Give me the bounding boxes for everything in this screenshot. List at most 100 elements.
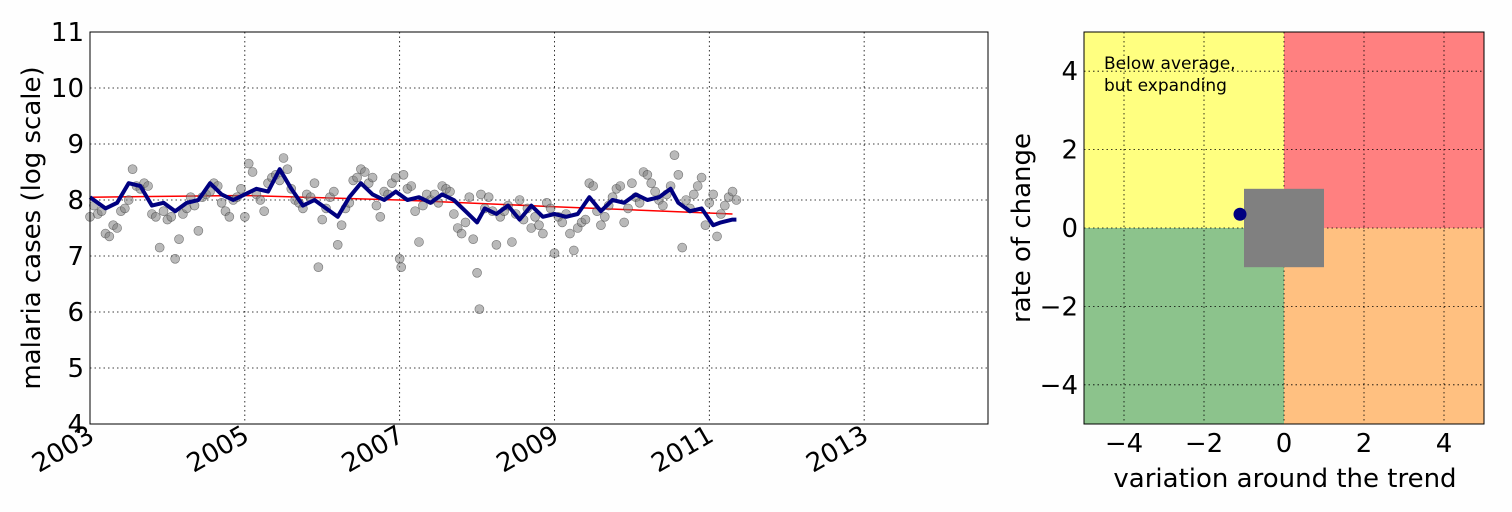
data-point	[474, 304, 485, 315]
data-point	[557, 217, 568, 228]
data-point	[530, 212, 540, 222]
x-tick-label: 4	[1436, 429, 1453, 459]
center-box-rect	[1244, 188, 1324, 268]
data-point	[406, 181, 417, 191]
data-point	[456, 228, 467, 239]
data-point	[716, 209, 726, 219]
data-point	[336, 220, 347, 230]
data-point	[216, 198, 227, 208]
y-tick-label: 6	[67, 298, 84, 328]
data-point	[673, 170, 684, 180]
y-tick-label: 4	[1061, 57, 1078, 87]
y-tick-label: 7	[67, 242, 84, 272]
center-box	[1244, 188, 1324, 268]
x-tick-label: 2013	[801, 420, 873, 479]
x-tick-label: 0	[1276, 429, 1293, 459]
data-point	[127, 164, 138, 174]
data-point	[112, 223, 122, 233]
data-point	[491, 240, 502, 250]
y-tick-label: 10	[51, 74, 84, 104]
x-tick-labels: −4 −2 0 2 4	[1105, 429, 1452, 459]
y-tick-label: 8	[67, 186, 84, 216]
x-tick-label: 2005	[182, 420, 254, 479]
data-point	[658, 200, 668, 211]
data-point	[259, 206, 269, 216]
data-point	[545, 203, 556, 214]
data-point	[712, 231, 722, 242]
x-tick-label: 2003	[27, 420, 99, 479]
data-point	[580, 214, 591, 225]
data-point	[240, 212, 250, 222]
data-point	[282, 164, 293, 174]
data-point	[623, 203, 633, 214]
data-points	[85, 150, 742, 315]
data-point	[669, 150, 680, 160]
data-point	[255, 195, 266, 205]
data-point	[410, 206, 420, 216]
data-point	[367, 172, 378, 183]
data-point	[549, 248, 560, 258]
data-point	[174, 234, 184, 244]
grid	[1084, 32, 1484, 424]
data-point	[278, 153, 289, 163]
data-point	[414, 237, 424, 247]
y-tick-label: −2	[1040, 292, 1078, 322]
data-point	[588, 181, 598, 191]
data-point	[360, 167, 370, 177]
data-point	[696, 172, 707, 183]
data-point	[317, 214, 328, 225]
data-point	[700, 220, 711, 230]
data-point	[332, 240, 343, 250]
y-tick-label: 0	[1061, 214, 1078, 244]
data-point	[483, 192, 494, 202]
data-point	[534, 220, 544, 230]
data-point	[565, 228, 575, 239]
data-point	[689, 189, 699, 200]
y-tick-label: −4	[1040, 371, 1078, 401]
data-point	[371, 200, 382, 211]
x-tick-label: 2011	[647, 420, 719, 479]
quadrant-chart: Below average, but expanding 420−2−4 −4−…	[1007, 31, 1485, 494]
data-point	[243, 158, 254, 169]
data-point	[166, 212, 177, 222]
data-point	[704, 198, 715, 208]
x-tick-label: −2	[1185, 429, 1223, 459]
annotation-line-2: but expanding	[1104, 76, 1227, 96]
data-point	[677, 242, 688, 253]
data-point	[681, 195, 691, 205]
x-tick-label: 2009	[492, 420, 564, 479]
data-point	[193, 226, 204, 236]
quadrants	[1084, 32, 1484, 424]
data-point	[468, 234, 478, 244]
data-point	[507, 237, 517, 247]
current-point	[1233, 207, 1247, 221]
data-point	[170, 253, 180, 264]
data-point	[375, 212, 386, 222]
data-point	[309, 178, 320, 188]
data-point	[313, 262, 324, 273]
data-point	[352, 172, 362, 183]
data-point	[236, 184, 246, 194]
data-point	[224, 212, 235, 222]
data-point	[120, 203, 130, 214]
data-point	[158, 206, 169, 216]
x-tick-labels: 2003 2005 2007 2009 2011 2013	[27, 420, 873, 479]
data-point	[123, 195, 134, 205]
data-point	[731, 195, 742, 205]
data-point	[514, 195, 525, 205]
data-point	[650, 186, 660, 197]
data-point	[460, 217, 471, 228]
y-tick-labels: 4 2 0 −2 −4	[1040, 57, 1078, 401]
data-point	[719, 200, 730, 211]
data-point	[569, 245, 579, 256]
y-axis-label: rate of change	[1007, 133, 1037, 323]
smoothed-series-line	[88, 167, 737, 228]
current-point-marker	[1233, 207, 1247, 221]
data-point	[104, 231, 115, 242]
data-point	[596, 220, 606, 230]
data-point	[464, 192, 475, 202]
data-point	[600, 212, 610, 222]
data-point	[394, 253, 405, 264]
smoothed-line	[88, 167, 737, 228]
data-point	[646, 178, 657, 188]
